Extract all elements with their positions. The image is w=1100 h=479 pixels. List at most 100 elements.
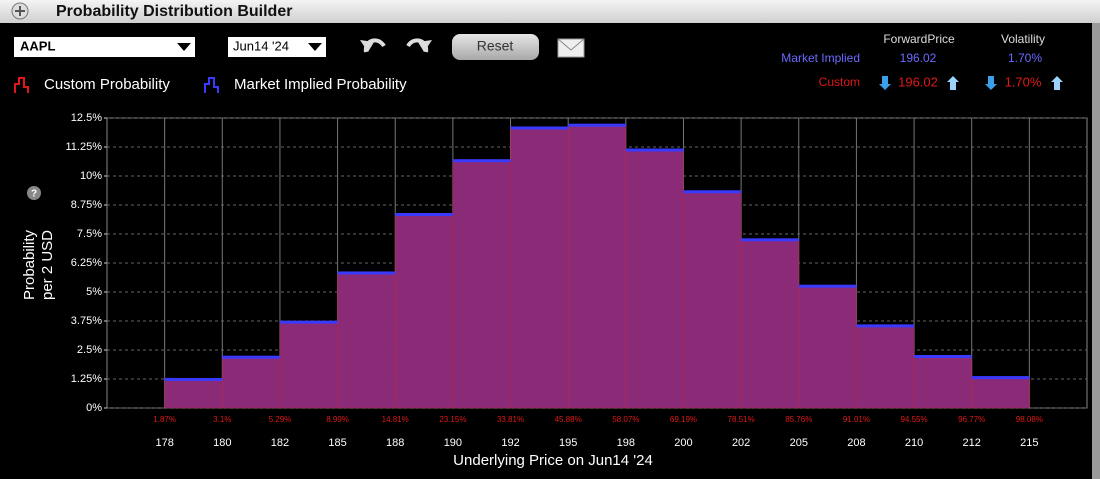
window-border	[1092, 23, 1100, 479]
y-tick-label: 7.5%	[77, 228, 102, 240]
expiry-dropdown[interactable]	[228, 37, 326, 57]
y-tick-label: 8.75%	[71, 199, 102, 211]
increase-forward[interactable]	[947, 76, 959, 90]
cumulative-label: 69.19%	[670, 415, 697, 424]
cumulative-label: 8.99%	[326, 415, 349, 424]
x-tick-label: 205	[790, 437, 808, 449]
symbol-dropdown[interactable]	[14, 37, 195, 57]
cumulative-label: 96.77%	[958, 415, 985, 424]
custom-bar	[221, 356, 281, 409]
custom-bar	[971, 377, 1030, 409]
summary-volatility: 1.70%	[1005, 74, 1042, 89]
redo-arrowhead	[418, 40, 432, 52]
x-tick-label: 210	[905, 437, 923, 449]
market-implied-bar	[222, 355, 280, 359]
dropdown-arrow	[177, 43, 191, 51]
help-glyph: ?	[31, 189, 37, 200]
market-implied-bar	[741, 238, 799, 242]
y-tick-label: 5%	[86, 286, 102, 298]
redo-button[interactable]	[406, 38, 429, 53]
summary-row-label: Custom	[819, 75, 860, 89]
y-tick-label: 10%	[80, 170, 102, 182]
window-title: Probability Distribution Builder	[56, 3, 292, 20]
cumulative-label: 3.1%	[213, 415, 231, 424]
custom-bar	[337, 272, 396, 409]
custom-bar	[855, 325, 915, 409]
x-tick-label: 202	[732, 437, 750, 449]
y-tick-label: 2.5%	[77, 344, 102, 356]
y-tick-label: 6.25%	[71, 257, 102, 269]
y-tick-label: 3.75%	[71, 315, 102, 327]
x-tick-label: 178	[155, 437, 173, 449]
cumulative-label: 45.88%	[555, 415, 582, 424]
summary-header: Volatility	[1001, 32, 1045, 46]
y-axis-label-line: Probability	[21, 229, 38, 300]
y-tick-label: 0%	[86, 402, 102, 414]
cumulative-label: 33.81%	[497, 415, 524, 424]
custom-bar	[740, 239, 800, 409]
market-implied-bar	[510, 126, 569, 130]
market-implied-bar	[279, 320, 338, 324]
legend-label: Custom Probability	[44, 76, 170, 93]
x-tick-label: 190	[444, 437, 462, 449]
cumulative-label: 5.29%	[269, 415, 292, 424]
custom-bar	[452, 160, 512, 409]
legend-icon-custom	[14, 77, 29, 93]
custom-bar	[567, 124, 627, 409]
help-icon[interactable]	[27, 186, 41, 200]
email-button[interactable]	[557, 38, 585, 58]
x-tick-label: 198	[617, 437, 635, 449]
cumulative-label: 23.15%	[439, 415, 466, 424]
summary-header: ForwardPrice	[883, 32, 955, 46]
reset-label: Reset	[477, 38, 514, 54]
cumulative-label: 14.81%	[382, 415, 409, 424]
x-tick-label: 215	[1020, 437, 1038, 449]
market-implied-bar	[856, 324, 915, 328]
custom-bar	[913, 355, 973, 409]
y-tick-label: 1.25%	[71, 373, 102, 385]
x-tick-label: 188	[386, 437, 404, 449]
cumulative-label: 78.51%	[728, 415, 755, 424]
y-tick-label: 12.5%	[71, 112, 102, 124]
reset-button[interactable]	[452, 34, 539, 60]
cumulative-label: 94.55%	[900, 415, 927, 424]
market-implied-bar	[395, 213, 453, 217]
market-implied-bar	[798, 284, 857, 288]
market-implied-bar	[337, 271, 396, 275]
cumulative-label: 98.08%	[1016, 415, 1043, 424]
x-tick-label: 208	[847, 437, 865, 449]
y-axis-label: Probability per 2 USD	[21, 229, 56, 300]
cumulative-label: 1.87%	[153, 415, 176, 424]
increase-volatility[interactable]	[1051, 76, 1063, 90]
y-axis-label-line: per 2 USD	[39, 230, 56, 300]
email-flap	[557, 38, 585, 51]
custom-bar	[164, 378, 223, 409]
summary-forward: 196.02	[898, 74, 938, 89]
market-implied-bar	[452, 159, 511, 163]
dropdown-arrow	[308, 43, 322, 51]
undo-button[interactable]	[363, 38, 386, 53]
x-tick-label: 185	[328, 437, 346, 449]
symbol-value: AAPL	[20, 38, 55, 53]
window-icon-glyph	[15, 6, 25, 16]
market-implied-bar	[971, 376, 1030, 380]
cumulative-label: 85.76%	[785, 415, 812, 424]
decrease-volatility[interactable]	[985, 76, 997, 90]
title-bar	[0, 0, 1100, 23]
x-tick-label: 200	[674, 437, 692, 449]
undo-arrowhead	[360, 40, 374, 52]
y-tick-label: 11.25%	[66, 141, 103, 153]
summary-volatility: 1.70%	[1008, 51, 1042, 65]
market-implied-bar	[683, 190, 742, 194]
x-axis-label: Underlying Price on Jun14 '24	[453, 452, 653, 469]
x-tick-label: 180	[213, 437, 231, 449]
cumulative-label: 91.01%	[843, 415, 870, 424]
market-implied-bar	[568, 123, 626, 127]
x-tick-label: 212	[963, 437, 981, 449]
market-implied-bar	[914, 354, 972, 358]
x-tick-label: 195	[559, 437, 577, 449]
decrease-forward[interactable]	[879, 76, 891, 90]
summary-row-label: Market Implied	[781, 51, 860, 65]
